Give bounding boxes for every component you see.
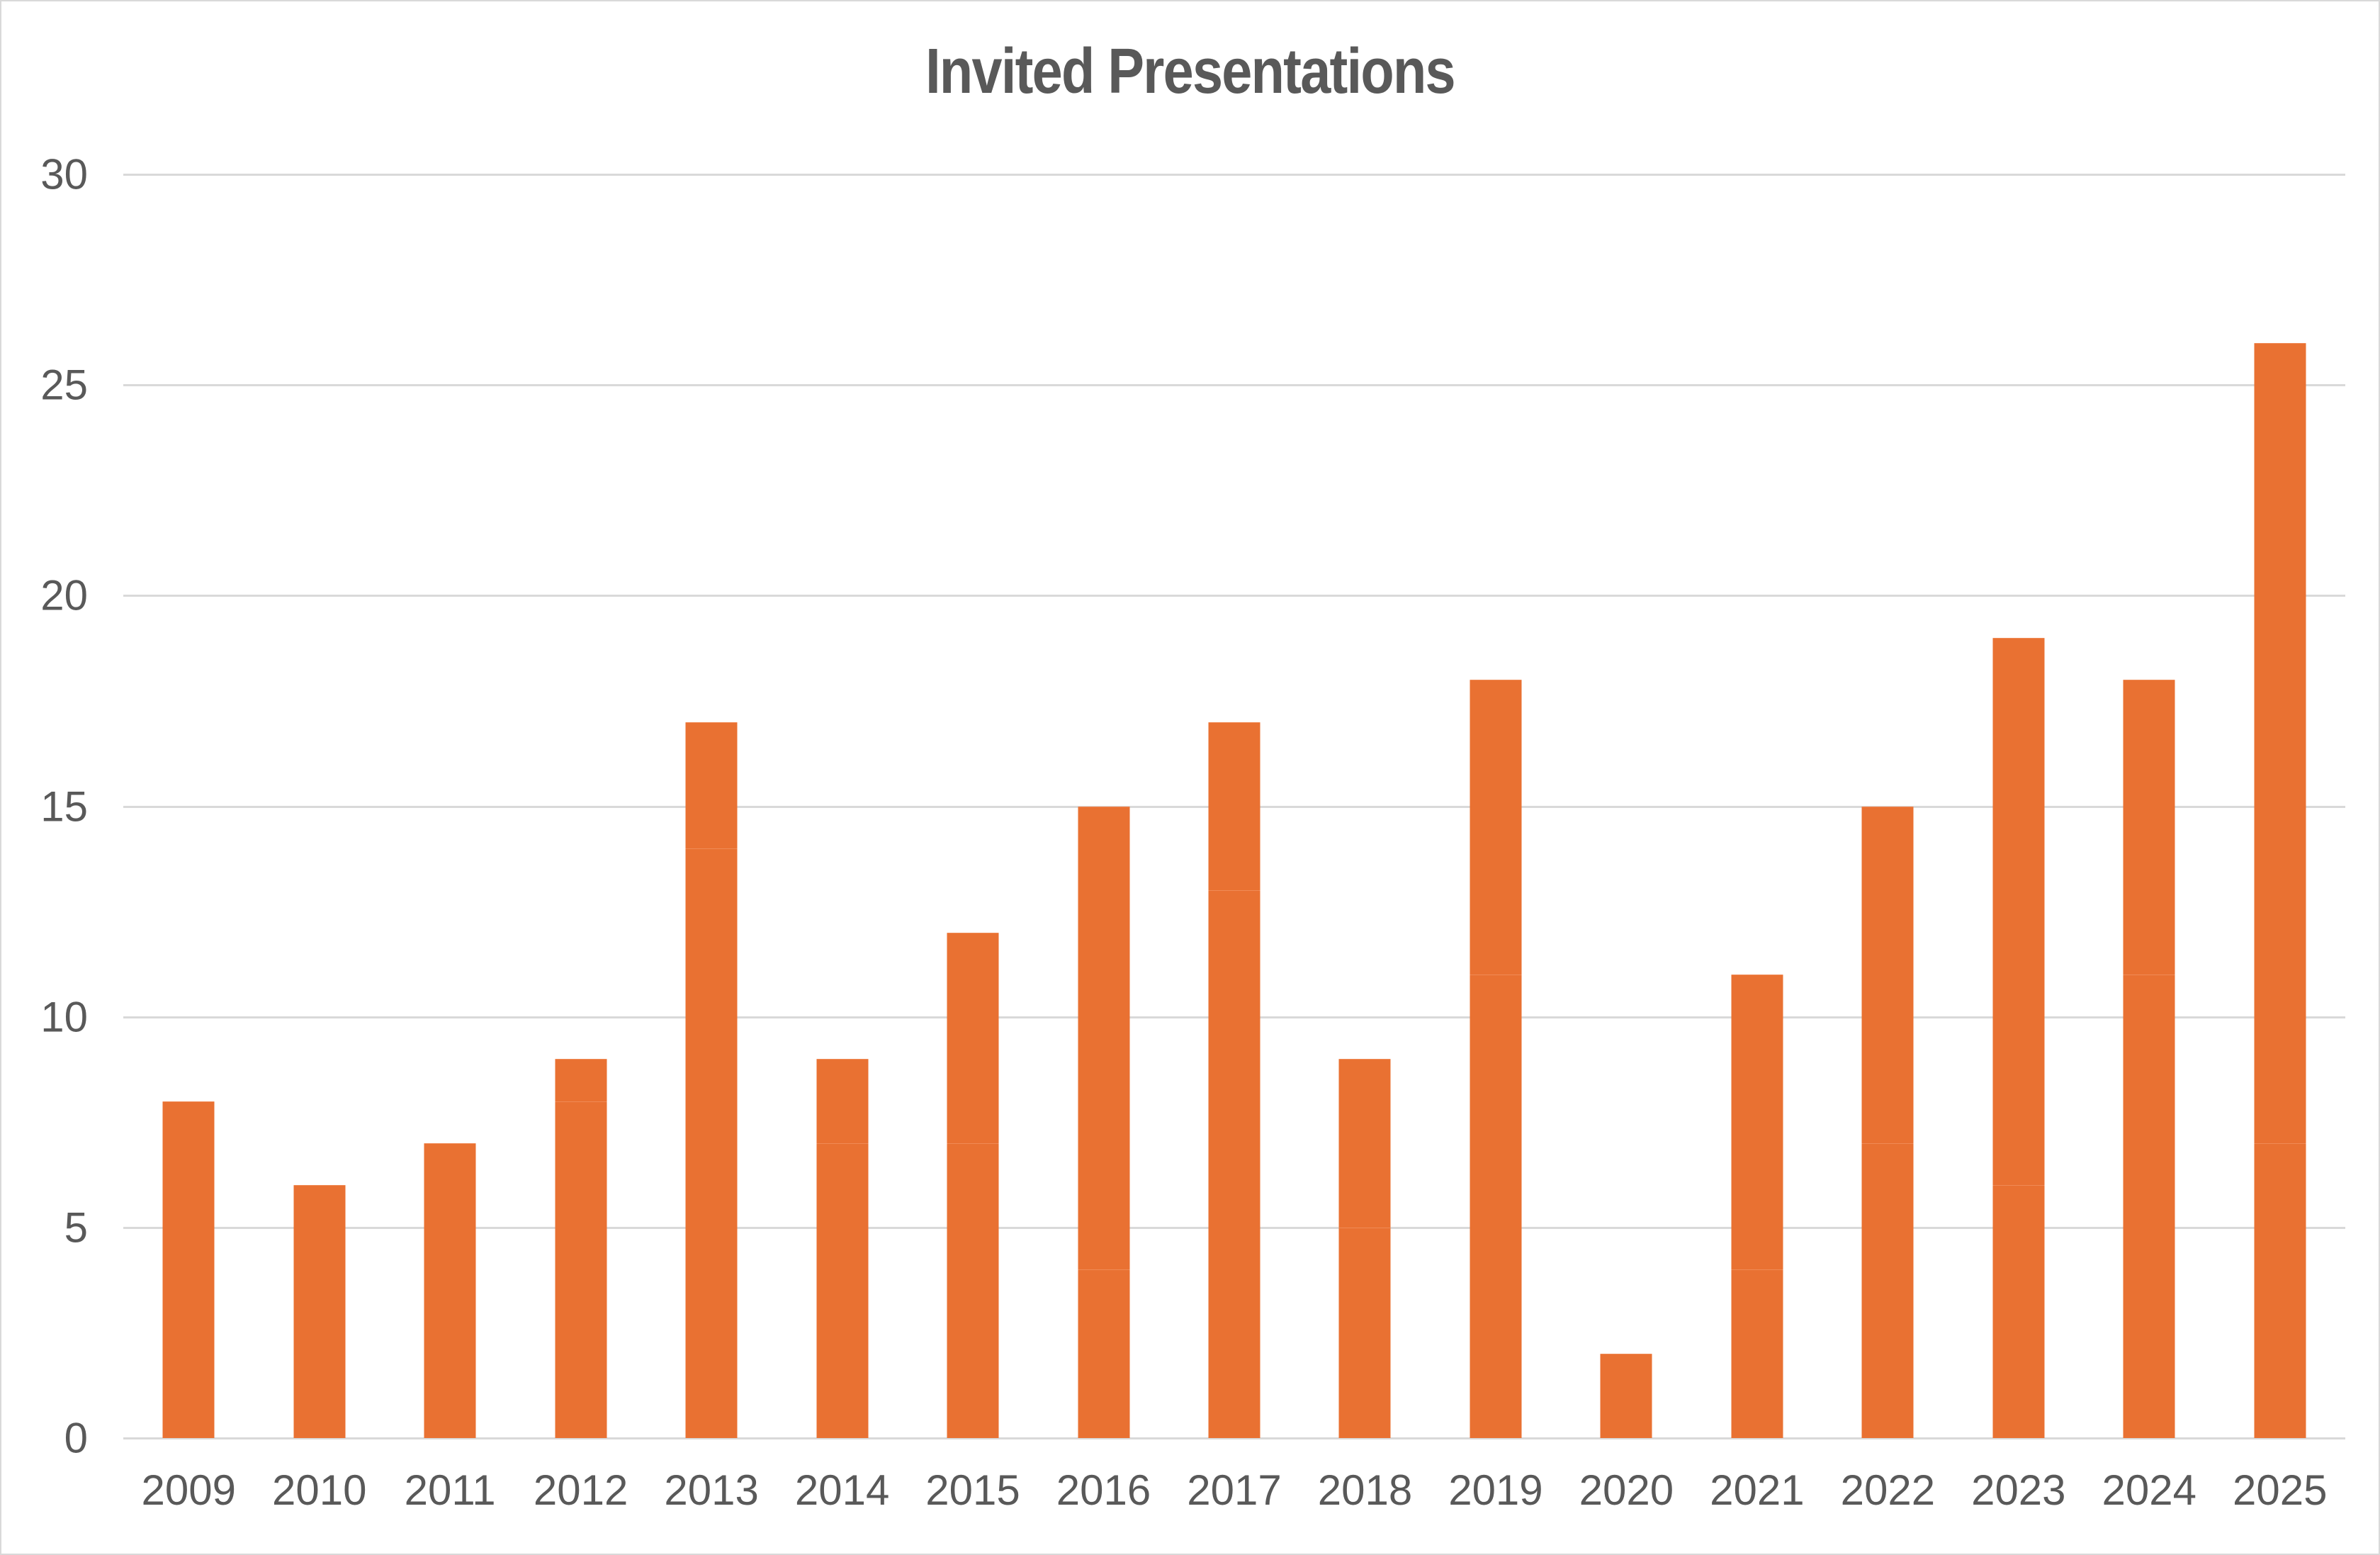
x-axis-tick-label: 2019	[1448, 1466, 1543, 1514]
bar-2016	[1038, 174, 1168, 1438]
bar-segment	[1470, 680, 1522, 975]
bar-segment	[1338, 1059, 1391, 1228]
x-axis-tick-label: 2024	[2102, 1466, 2197, 1514]
bar-2012	[515, 174, 645, 1438]
bar-2013	[646, 174, 777, 1438]
gridline	[123, 595, 2345, 597]
bar-segment	[947, 1143, 999, 1438]
y-axis-tick-label: 0	[64, 1414, 88, 1462]
bar-segment	[1470, 975, 1522, 1438]
x-axis-tick-label: 2011	[404, 1466, 496, 1514]
bar-segment	[2254, 342, 2306, 1143]
chart-title: Invited Presentations	[925, 36, 1455, 107]
bar-segment	[1861, 1143, 1914, 1438]
bar-segment	[1600, 1354, 1652, 1438]
x-axis-tick-label: 2013	[664, 1466, 759, 1514]
y-axis-tick-label: 10	[40, 993, 88, 1041]
gridline	[123, 174, 2345, 176]
x-axis-tick-label: 2015	[925, 1466, 1020, 1514]
y-axis-tick-label: 20	[40, 571, 88, 619]
bar-2023	[1953, 174, 2084, 1438]
x-axis-tick-label: 2009	[141, 1466, 236, 1514]
bar-segment	[1338, 1227, 1391, 1438]
bar-segment	[555, 1101, 607, 1438]
bar-segment	[1078, 1269, 1130, 1438]
x-axis-tick-label: 2010	[271, 1466, 367, 1514]
bar-segment	[1861, 806, 1914, 1143]
bar-2019	[1431, 174, 1561, 1438]
x-axis-tick-label: 2016	[1056, 1466, 1151, 1514]
bar-segment	[1078, 806, 1130, 1270]
gridline	[123, 384, 2345, 387]
bar-2017	[1169, 174, 1299, 1438]
bar-segment	[1992, 1185, 2045, 1438]
x-axis-tick-label: 2025	[2233, 1466, 2328, 1514]
bar-segment	[1731, 1269, 1783, 1438]
y-axis-tick-label: 5	[64, 1203, 88, 1252]
bar-2015	[908, 174, 1038, 1438]
bar-2021	[1692, 174, 1822, 1438]
bar-segment	[293, 1185, 346, 1438]
bar-segment	[162, 1101, 215, 1438]
bar-segment	[2254, 1143, 2306, 1438]
bar-2020	[1561, 174, 1691, 1438]
bar-2011	[385, 174, 515, 1438]
bar-segment	[1992, 637, 2045, 1186]
x-axis-tick-label: 2018	[1317, 1466, 1413, 1514]
x-axis-tick-label: 2014	[794, 1466, 890, 1514]
bar-segment	[555, 1059, 607, 1101]
bar-2014	[777, 174, 907, 1438]
bar-2009	[123, 174, 254, 1438]
bar-2025	[2215, 174, 2345, 1438]
bar-2022	[1822, 174, 1953, 1438]
bar-segment	[1208, 890, 1261, 1438]
plot-area: 0 5 10 15 20 25 30 2009 2010 2011 2012 2013 2014 2015…	[40, 151, 2345, 1514]
x-axis-tick-label: 2021	[1710, 1466, 1805, 1514]
bar-segment	[816, 1059, 869, 1143]
bar-segment	[2123, 975, 2175, 1438]
bar-2024	[2084, 174, 2214, 1438]
y-axis-tick-label: 30	[40, 150, 88, 198]
bar-segment	[1731, 975, 1783, 1270]
bar-segment	[685, 848, 738, 1438]
y-axis-tick-label: 15	[40, 782, 88, 830]
bar-segment	[685, 722, 738, 848]
x-axis-tick-label: 2017	[1187, 1466, 1282, 1514]
x-axis-tick-label: 2020	[1579, 1466, 1674, 1514]
bar-2010	[254, 174, 384, 1438]
x-axis-tick-label: 2012	[533, 1466, 628, 1514]
x-axis-tick-label: 2023	[1971, 1466, 2066, 1514]
gridline	[123, 1437, 2345, 1439]
bar-segment	[2123, 680, 2175, 975]
x-axis-tick-label: 2022	[1840, 1466, 1936, 1514]
bar-segment	[947, 932, 999, 1143]
bar-segment	[1208, 722, 1261, 891]
y-axis-tick-label: 25	[40, 361, 88, 409]
bar-segment	[424, 1143, 476, 1438]
bar-2018	[1299, 174, 1430, 1438]
bar-segment	[816, 1143, 869, 1438]
